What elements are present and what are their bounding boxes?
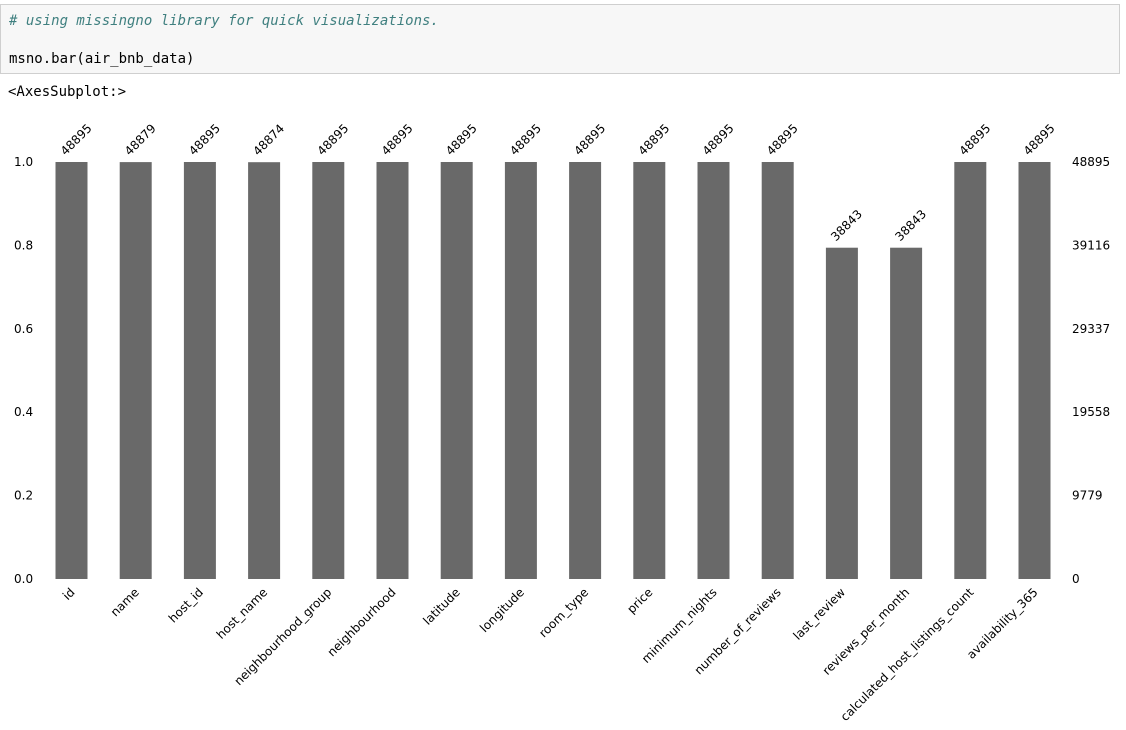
bar-latitude	[440, 162, 473, 579]
left-tick-label: 0.2	[14, 489, 33, 503]
right-tick-label: 48895	[1072, 155, 1110, 169]
x-tick-label: calculated_host_listings_count	[838, 585, 977, 724]
bar-number_of_reviews	[761, 162, 794, 579]
bar-longitude	[504, 162, 537, 579]
x-tick-label: last_review	[791, 585, 849, 643]
x-tick-label: availability_365	[964, 585, 1040, 661]
bar-host_name	[248, 162, 281, 579]
x-tick-label: room_type	[536, 585, 591, 640]
count-label: 48895	[186, 121, 223, 158]
missingno-bar-chart: 48895 48879 48895 48874 48895 48895 48895 48895…	[14, 121, 1110, 724]
code-comment: # using missingno library for quick visu…	[9, 13, 439, 29]
code-statement: msno.bar(air_bnb_data)	[9, 51, 195, 67]
bar-minimum_nights	[697, 162, 730, 579]
cell-output-repr: <AxesSubplot:>	[8, 84, 127, 100]
bar-reviews_per_month	[890, 247, 923, 579]
left-tick-label: 0.4	[14, 405, 33, 419]
bar-neighbourhood	[376, 162, 409, 579]
count-label: 48895	[957, 121, 994, 158]
x-tick-label: neighbourhood	[325, 585, 399, 659]
x-tick-label: longitude	[477, 585, 527, 635]
count-label: 48895	[700, 121, 737, 158]
x-tick-label: host_name	[214, 585, 271, 642]
count-label: 48879	[122, 121, 159, 158]
bar-calculated_host_listings_count	[954, 162, 987, 579]
left-tick-label: 1.0	[14, 155, 33, 169]
code-cell[interactable]: # using missingno library for quick visu…	[0, 4, 1120, 74]
count-label: 48895	[379, 121, 416, 158]
count-label: 48895	[315, 121, 352, 158]
x-tick-label: latitude	[420, 585, 462, 627]
count-label: 48895	[58, 121, 95, 158]
left-tick-label: 0.6	[14, 322, 33, 336]
x-tick-label: host_id	[166, 585, 206, 625]
right-axis-ticks-group: 0 9779 19558 29337 39116 48895	[1072, 155, 1110, 586]
left-tick-label: 0.0	[14, 572, 33, 586]
x-tick-label: id	[60, 585, 78, 603]
count-label: 48895	[1021, 121, 1058, 158]
x-tick-labels-group: id name host_id host_nameneighbourhood_grou…	[60, 585, 1041, 724]
count-label: 38843	[892, 207, 929, 244]
count-label: 48895	[636, 121, 673, 158]
right-tick-label: 9779	[1072, 489, 1103, 503]
count-label: 48874	[250, 121, 287, 158]
bar-room_type	[569, 162, 602, 579]
bars-group	[55, 162, 1051, 579]
right-tick-label: 19558	[1072, 405, 1110, 419]
bar-host_id	[183, 162, 216, 579]
bar-id	[55, 162, 88, 579]
bar-name	[119, 162, 152, 579]
right-tick-label: 39116	[1072, 238, 1110, 252]
x-tick-label: name	[108, 585, 142, 619]
left-tick-label: 0.8	[14, 238, 33, 252]
bar-availability_365	[1018, 162, 1051, 579]
bar-price	[633, 162, 666, 579]
count-label: 48895	[764, 121, 801, 158]
bar-last_review	[825, 247, 858, 579]
left-axis-ticks-group: 0.0 0.2 0.4 0.6 0.8 1.0	[14, 155, 33, 586]
count-label: 48895	[443, 121, 480, 158]
right-tick-label: 0	[1072, 572, 1080, 586]
count-label: 38843	[828, 207, 865, 244]
count-label: 48895	[507, 121, 544, 158]
bar-neighbourhood_group	[312, 162, 345, 579]
x-tick-label: price	[624, 585, 655, 616]
right-tick-label: 29337	[1072, 322, 1110, 336]
count-label: 48895	[571, 121, 608, 158]
